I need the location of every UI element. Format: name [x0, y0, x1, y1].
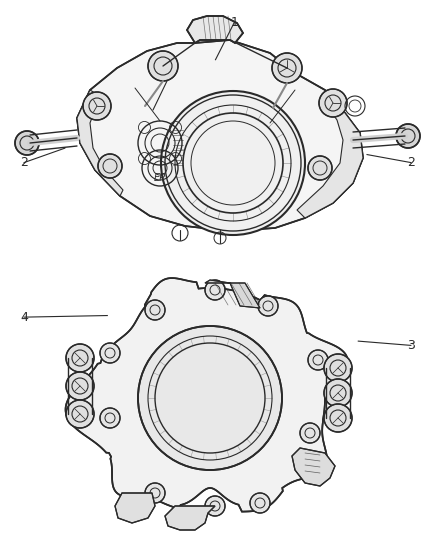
Circle shape [161, 91, 305, 235]
Circle shape [100, 408, 120, 428]
Circle shape [308, 156, 332, 180]
Circle shape [66, 400, 94, 428]
Circle shape [100, 343, 120, 363]
Text: 2: 2 [407, 156, 415, 169]
Polygon shape [115, 493, 155, 523]
Polygon shape [165, 506, 215, 530]
Polygon shape [297, 96, 363, 218]
Text: 4: 4 [20, 311, 28, 324]
Circle shape [145, 300, 165, 320]
Circle shape [15, 131, 39, 155]
Circle shape [319, 89, 347, 117]
Polygon shape [77, 90, 123, 196]
Circle shape [66, 372, 94, 400]
Circle shape [66, 344, 94, 372]
Polygon shape [77, 40, 363, 230]
Circle shape [324, 379, 352, 407]
Text: 3: 3 [407, 339, 415, 352]
Circle shape [145, 483, 165, 503]
Text: 2: 2 [20, 156, 28, 169]
Polygon shape [205, 280, 260, 308]
Polygon shape [187, 16, 243, 43]
Circle shape [250, 493, 270, 513]
Circle shape [205, 280, 225, 300]
Circle shape [308, 350, 328, 370]
Circle shape [396, 124, 420, 148]
Circle shape [98, 154, 122, 178]
Polygon shape [292, 448, 335, 486]
Circle shape [300, 423, 320, 443]
Circle shape [138, 326, 282, 470]
Circle shape [324, 354, 352, 382]
Circle shape [83, 92, 111, 120]
Circle shape [205, 496, 225, 516]
Circle shape [258, 296, 278, 316]
Text: 1: 1 [230, 16, 238, 29]
Circle shape [148, 51, 178, 81]
Circle shape [272, 53, 302, 83]
Polygon shape [66, 278, 348, 512]
Circle shape [324, 404, 352, 432]
Text: EP: EP [154, 173, 166, 183]
